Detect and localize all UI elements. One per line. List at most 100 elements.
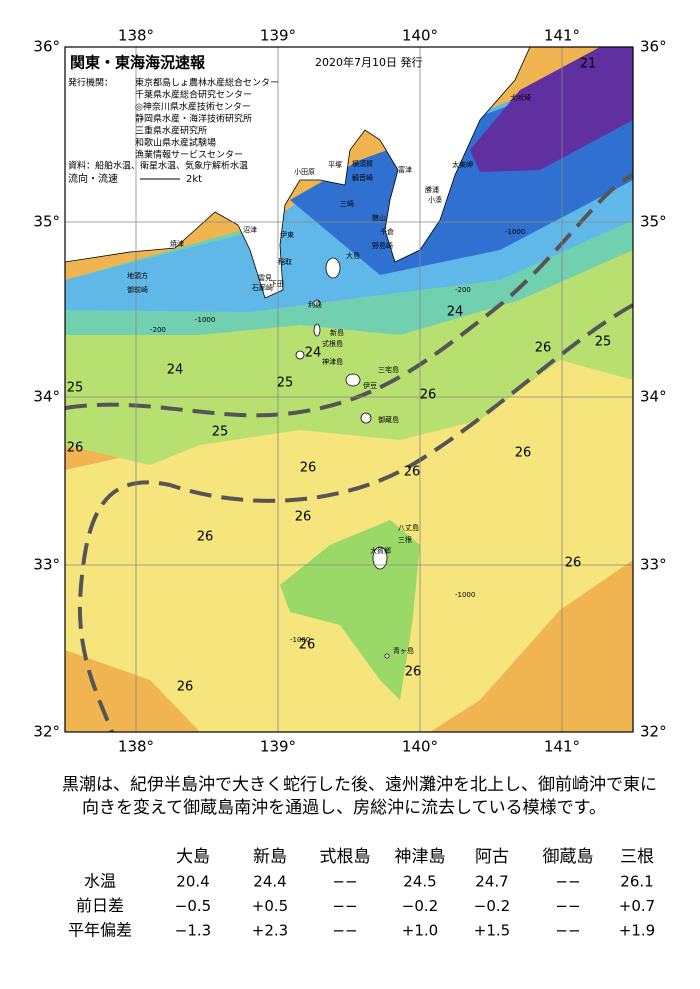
cell: −− — [555, 873, 580, 891]
temperature-label: 26 — [420, 388, 437, 403]
temperature-label: 24 — [167, 363, 184, 378]
place-name: 八丈島 — [398, 523, 419, 532]
depth-label: -200 — [455, 286, 471, 294]
cell: +0.5 — [252, 897, 288, 915]
kuroshio — [65, 173, 633, 732]
temperature-label: 26 — [565, 556, 582, 571]
temperature-label: 26 — [404, 465, 421, 480]
graticule — [65, 47, 633, 732]
lat-label: 32° — [33, 723, 60, 741]
place-name: 雲見 — [258, 274, 272, 282]
depth-label: -1000 — [195, 316, 215, 324]
lon-label: 138° — [118, 738, 154, 756]
lat-label: 33° — [33, 556, 60, 574]
column-header: 御蔵島 — [543, 847, 594, 867]
lat-label: 36° — [640, 38, 667, 56]
cell: −− — [332, 873, 357, 891]
cell: −− — [332, 922, 357, 940]
place-name: 犬吠埼 — [510, 93, 531, 102]
place-name: 勝浦 — [425, 185, 439, 194]
temperature-label: 25 — [67, 381, 84, 396]
cell: −0.2 — [474, 897, 510, 915]
place-name: 伊東 — [280, 230, 294, 239]
lat-label: 34° — [640, 388, 667, 406]
temperature-label: 25 — [212, 425, 229, 440]
place-name: 下田 — [270, 280, 284, 288]
temperature-label: 21 — [580, 57, 597, 72]
cell: +1.9 — [619, 922, 655, 940]
cell: +2.3 — [252, 922, 288, 940]
cell: 24.5 — [403, 873, 436, 891]
place-name: 大賀郷 — [370, 546, 391, 555]
cell: +1.5 — [474, 922, 510, 940]
issuer: 静岡県水産・海洋技術研究所 — [135, 113, 252, 125]
cell: −0.2 — [402, 897, 438, 915]
current-label: 流向・流速 — [68, 172, 118, 185]
cell: 24.7 — [475, 873, 508, 891]
place-name: 稲取 — [278, 257, 292, 266]
row-label: 前日差 — [76, 896, 124, 915]
place-name: 神津島 — [322, 357, 343, 366]
column-header: 式根島 — [320, 847, 371, 867]
temperature-label: 26 — [535, 341, 552, 356]
depth-label: -1000 — [505, 228, 525, 236]
temperature-label: 26 — [67, 441, 84, 456]
issuer: 東京都島しょ農林水産総合センター — [135, 77, 279, 89]
column-header: 阿古 — [475, 847, 509, 867]
place-name: 千倉 — [380, 227, 394, 236]
place-name: 小田原 — [294, 167, 315, 176]
lat-label: 35° — [640, 213, 667, 231]
date: 2020年7月10日 発行 — [315, 55, 423, 69]
map — [65, 47, 633, 732]
temperature-label: 26 — [299, 638, 316, 653]
place-name: 三崎 — [340, 199, 354, 208]
place-name: 館山 — [372, 213, 386, 222]
cell: +0.7 — [619, 897, 655, 915]
summary-line: 向きを変えて御蔵島南沖を通過し、房総沖に流去している模様です。 — [82, 798, 606, 818]
temperature-label: 26 — [295, 510, 312, 525]
place-name: 利島 — [308, 300, 322, 309]
temperature-label: 25 — [277, 376, 294, 391]
place-name: 大島 — [346, 251, 360, 260]
temperature-label: 25 — [595, 335, 612, 350]
place-name: 太東岬 — [452, 160, 473, 169]
place-name: 御蔵島 — [378, 415, 399, 424]
column-header: 三根 — [620, 847, 654, 867]
place-name: 御前崎 — [127, 285, 148, 294]
lat-label: 34° — [33, 388, 60, 406]
lat-label: 35° — [33, 213, 60, 231]
temperature-label: 24 — [305, 346, 322, 361]
lat-label: 36° — [33, 38, 60, 56]
column-header: 神津島 — [395, 847, 446, 867]
sources: 資料：船舶水温、衛星水温、気象庁解析水温 — [68, 160, 248, 172]
lon-label: 138° — [118, 27, 154, 45]
lon-label: 139° — [260, 738, 296, 756]
issuer: 千葉県水産総合研究センター — [135, 89, 252, 101]
map-frame — [64, 46, 634, 733]
cell: −− — [332, 897, 357, 915]
issuer: 漁業情報サービスセンター — [135, 149, 243, 161]
depth-label: -200 — [150, 326, 166, 334]
place-name: 沼津 — [243, 225, 257, 234]
place-name: 富津 — [398, 165, 412, 174]
column-header: 大島 — [176, 847, 210, 867]
temperature-label: 26 — [197, 530, 214, 545]
place-name: 石廊崎 — [252, 283, 273, 292]
place-name: 三宅島 — [378, 365, 399, 374]
temperature-label: 24 — [447, 305, 464, 320]
place-name: 観音崎 — [352, 173, 373, 182]
depth-label: -1000 — [290, 636, 310, 644]
labels: 東京都島しょ農林水産総合センター千葉県水産総合研究センター◎神奈川県水産技術セン… — [33, 27, 666, 940]
islands — [295, 257, 390, 659]
column-header: 新島 — [253, 847, 287, 867]
place-name: 横須賀 — [352, 159, 373, 168]
cell: +1.0 — [402, 922, 438, 940]
sea-20 — [470, 47, 633, 172]
lon-label: 140° — [402, 27, 438, 45]
lat-label: 32° — [640, 723, 667, 741]
row-label: 平年偏差 — [68, 921, 132, 940]
temperature-label: 26 — [405, 665, 422, 680]
place-name: 新島 — [330, 328, 344, 337]
place-name: 伊豆 — [363, 381, 377, 390]
